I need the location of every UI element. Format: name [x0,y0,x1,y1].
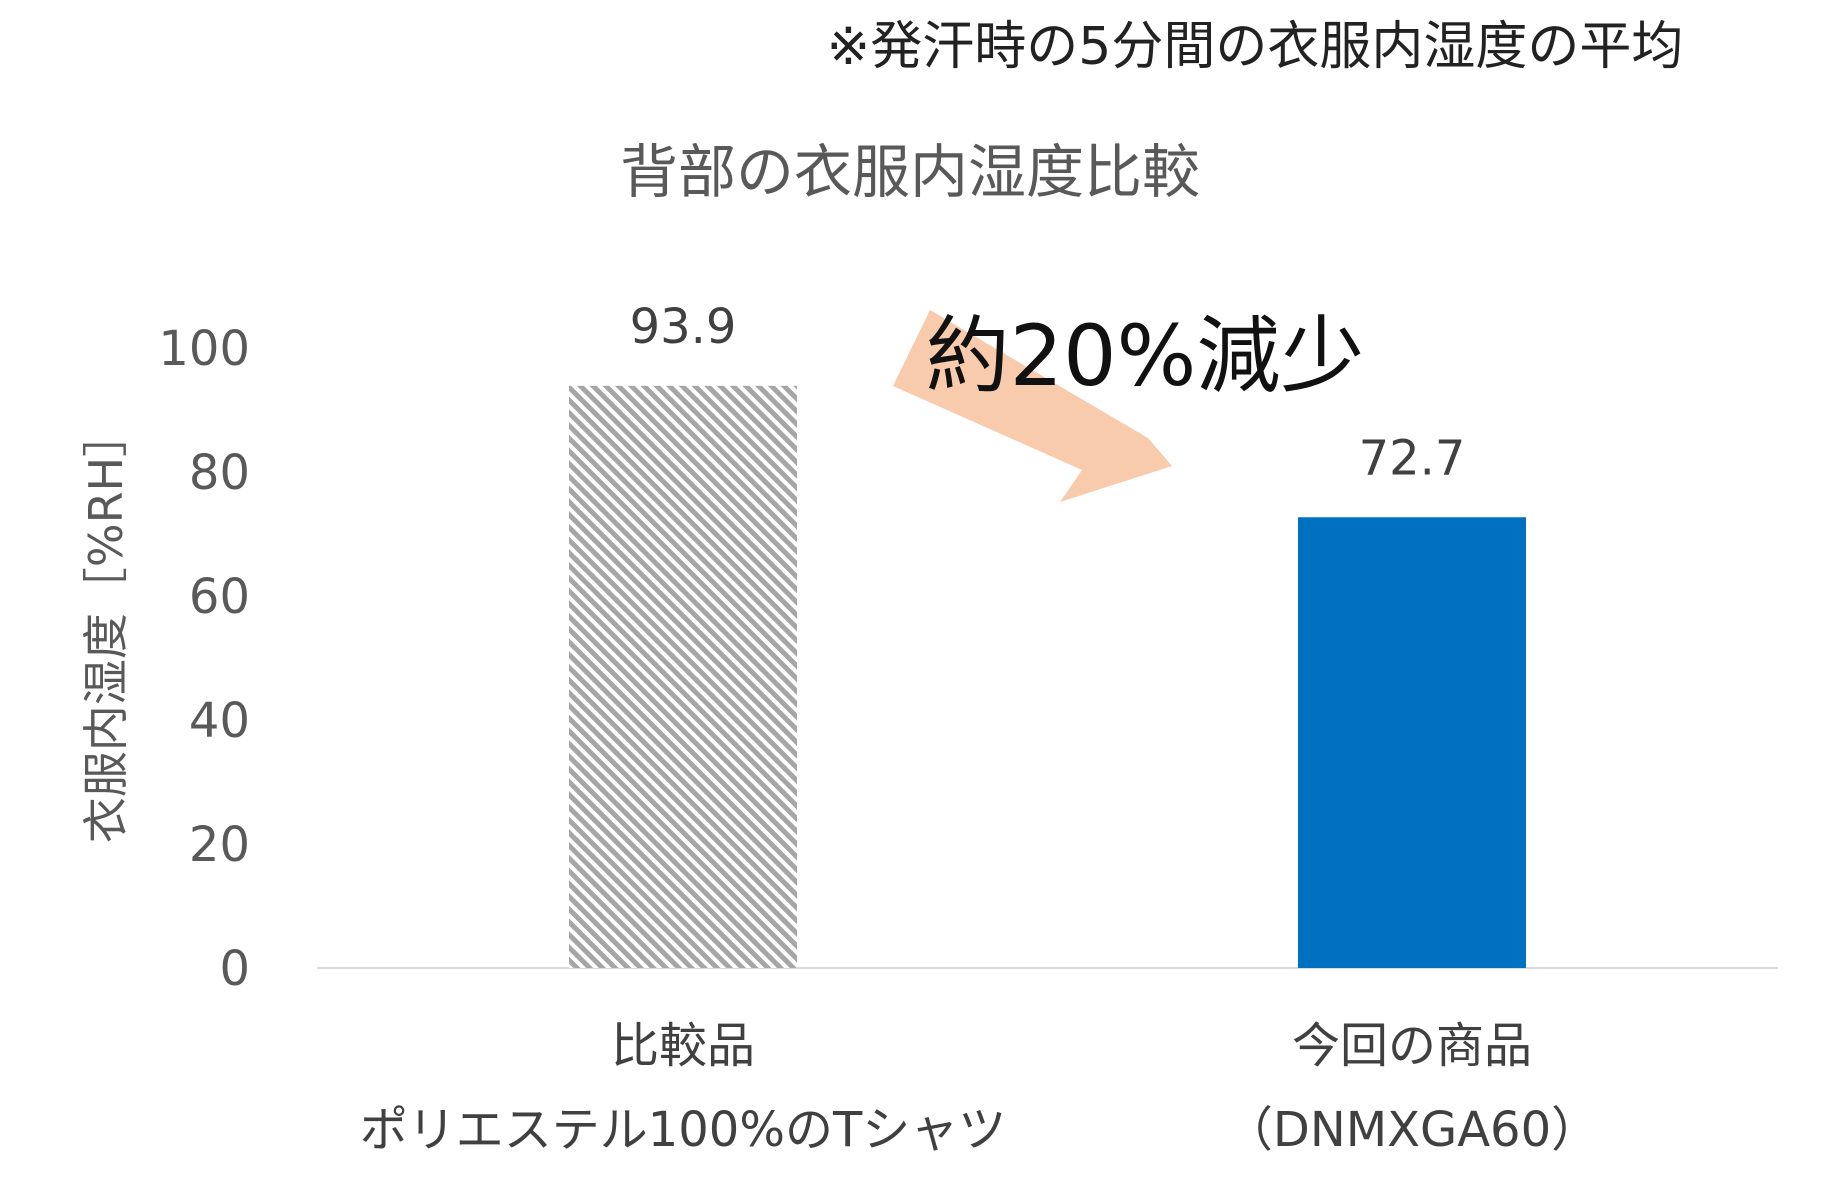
bars [569,385,1526,968]
y-tick-label: 0 [219,941,250,997]
y-tick-label: 100 [158,321,250,377]
y-tick-label: 20 [189,817,250,873]
bar-1 [569,385,797,968]
category-label-1-line2: ポリエステル100%のTシャツ [360,1102,1007,1158]
chart-title: 背部の衣服内湿度比較 [620,138,1200,206]
category-label-2-line1: 今回の商品 [1292,1018,1532,1074]
data-label-2: 72.7 [1359,430,1466,486]
y-axis-label: 衣服内湿度［%RH］ [79,411,133,843]
data-labels: 93.9 72.7 [630,299,1466,486]
y-tick-label: 40 [189,693,250,749]
decrease-arrow-icon [893,310,1172,502]
y-tick-label: 60 [189,569,250,625]
category-label-2-line2: （DNMXGA60） [1225,1102,1599,1158]
decrease-callout: 約20%減少 [926,307,1365,405]
y-tick-labels: 0 20 40 60 80 100 [158,321,250,997]
category-label-1-line1: 比較品 [611,1018,755,1074]
chart-note: ※発汗時の5分間の衣服内湿度の平均 [827,17,1684,77]
y-tick-label: 80 [189,445,250,501]
bar-2 [1298,517,1526,968]
data-label-1: 93.9 [630,299,737,355]
